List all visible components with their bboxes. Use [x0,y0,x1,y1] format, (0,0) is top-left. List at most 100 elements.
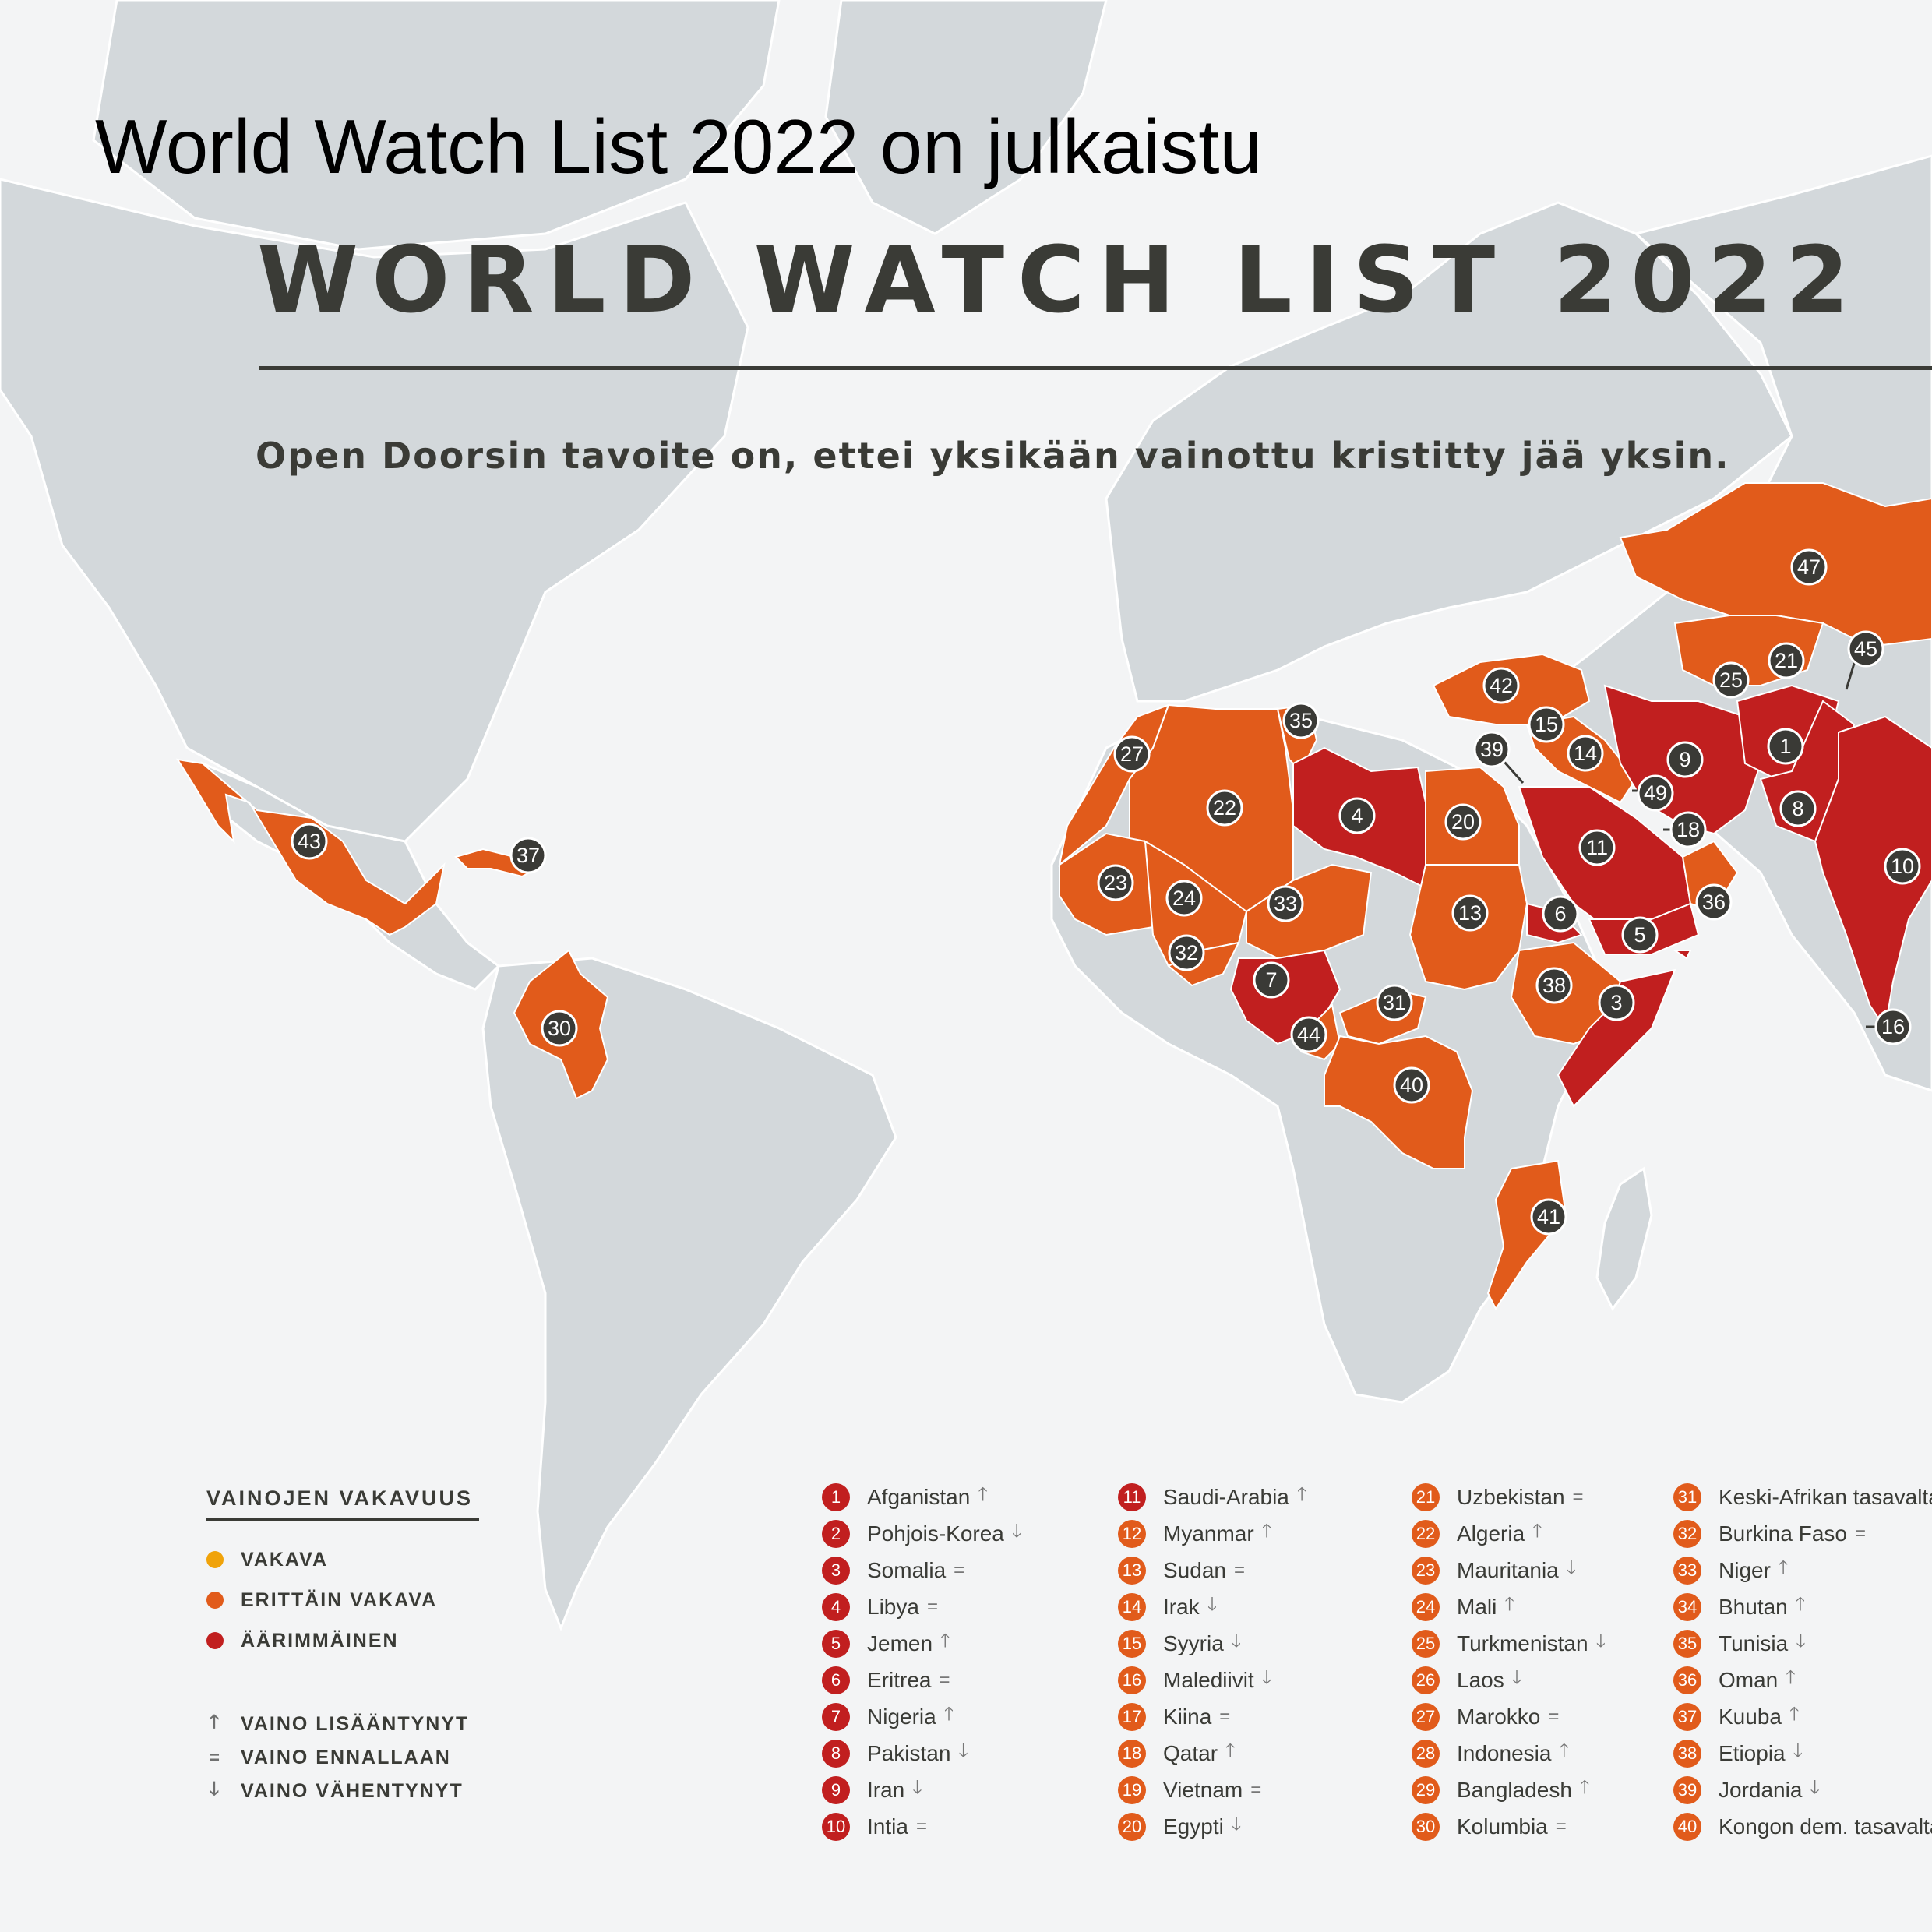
marker-40: 40 [1393,1066,1430,1104]
marker-39: 39 [1473,731,1511,768]
svg-text:11: 11 [1586,836,1608,859]
ranking-row: 15 Syyria 🡓 [1118,1625,1306,1662]
marker-42: 42 [1482,667,1520,704]
rank-badge: 30 [1412,1812,1440,1841]
trend-icon: 🡓 [1261,1667,1272,1688]
trend-icon: 🡑 [1504,1594,1514,1615]
marker-5: 5 [1621,916,1659,954]
svg-text:7: 7 [1265,968,1277,992]
trend-icon: = [915,1815,927,1837]
country-markers: 1 3 4 5 6 7 8 9 10 11 13 14 15 16 18 20 … [291,548,1921,1236]
ranking-row: 21 Uzbekistan = [1412,1479,1606,1515]
trend-legend: 🡑 VAINO LISÄÄNTYNYT = VAINO ENNALLAAN 🡓 … [206,1708,518,1808]
marker-11: 11 [1578,829,1616,866]
svg-text:37: 37 [516,844,540,867]
country-name: Kuuba [1719,1704,1782,1729]
marker-35: 35 [1282,702,1320,739]
ranking-row: 39 Jordania 🡓 [1673,1772,1932,1808]
svg-text:44: 44 [1297,1023,1320,1046]
ranking-row: 22 Algeria 🡑 [1412,1515,1606,1552]
ranking-row: 37 Kuuba 🡑 [1673,1698,1932,1735]
svg-text:20: 20 [1451,810,1475,834]
marker-36: 36 [1695,883,1733,921]
ranking-row: 23 Mauritania 🡓 [1412,1552,1606,1588]
legend-label: VAINO ENNALLAAN [241,1747,451,1768]
country-niger [1246,863,1373,960]
rank-badge: 6 [822,1666,850,1694]
trend-icon: 🡓 [1793,1740,1803,1761]
ranking-row: 36 Oman 🡑 [1673,1662,1932,1698]
rank-badge: 13 [1118,1556,1146,1585]
trend-icon: 🡑 [978,1484,988,1505]
land-europe [1105,201,1793,703]
trend-icon: 🡓 [1231,1814,1242,1835]
country-name: Libya [867,1594,919,1619]
trend-icon: 🡓 [1011,1521,1022,1542]
country-name: Sudan [1163,1557,1226,1582]
legend-label: ERITTÄIN VAKAVA [241,1588,438,1611]
rank-badge: 21 [1412,1482,1440,1511]
rank-badge: 2 [822,1519,850,1548]
rank-badge: 36 [1673,1666,1701,1694]
ranking-row: 7 Nigeria 🡑 [822,1698,1021,1735]
ranking-row: 38 Etiopia 🡓 [1673,1735,1932,1772]
legend-dot-erittain-vakava [206,1592,224,1609]
svg-text:10: 10 [1891,855,1914,878]
country-kazakhstan [1619,482,1932,648]
country-name: Mali [1457,1594,1497,1619]
trend-icon: 🡓 [1595,1631,1606,1652]
severity-legend: VAINOJEN VAKAVUUS VAKAVA ERITTÄIN VAKAVA… [206,1486,518,1808]
ranking-row: 30 Kolumbia = [1412,1808,1606,1845]
marker-43: 43 [291,823,328,860]
land-madagascar [1595,1166,1653,1311]
trend-icon: 🡓 [1207,1594,1218,1615]
trend-icon: 🡓 [1511,1667,1522,1688]
marker-20: 20 [1444,803,1482,841]
marker-10: 10 [1884,848,1921,885]
marker-15: 15 [1528,706,1565,743]
trend-icon: = [1854,1522,1866,1544]
marker-1: 1 [1767,728,1804,765]
country-name: Indonesia [1457,1740,1552,1765]
trend-icon: 🡑 [940,1631,950,1652]
country-name: Kiina [1163,1704,1212,1729]
trend-icon: 🡓 [1810,1777,1820,1798]
svg-text:21: 21 [1775,649,1798,672]
ranking-row: 32 Burkina Faso = [1673,1515,1932,1552]
equals-icon: = [208,1747,221,1768]
ranking-row: 5 Jemen 🡑 [822,1625,1021,1662]
rank-badge: 22 [1412,1519,1440,1548]
rank-badge: 25 [1412,1629,1440,1658]
ranking-row: 4 Libya = [822,1588,1021,1625]
trend-icon: 🡓 [1796,1631,1806,1652]
svg-text:32: 32 [1175,941,1198,964]
svg-text:4: 4 [1351,804,1363,827]
svg-text:16: 16 [1881,1015,1905,1038]
marker-49: 49 [1637,774,1674,812]
marker-8: 8 [1779,790,1817,827]
country-name: Tunisia [1719,1631,1789,1655]
rank-badge: 38 [1673,1739,1701,1768]
ranking-row: 8 Pakistan 🡓 [822,1735,1021,1772]
legend-trend-down: 🡓 VAINO VÄHENTYNYT [206,1775,518,1808]
svg-text:36: 36 [1702,890,1726,914]
persecution-countries [175,482,1932,1310]
marker-33: 33 [1267,885,1304,922]
rank-badge: 37 [1673,1702,1701,1731]
land-north-america [0,178,749,843]
country-red-sea-small [1672,950,1692,960]
trend-icon: = [1555,1815,1567,1837]
ranking-row: 16 Malediivit 🡓 [1118,1662,1306,1698]
marker-4: 4 [1338,797,1376,834]
svg-text:18: 18 [1676,818,1700,841]
country-name: Qatar [1163,1740,1218,1765]
country-name: Pakistan [867,1740,951,1765]
trend-icon: 🡑 [1261,1521,1272,1542]
country-mozambique [1486,1159,1567,1310]
legend-dot-aarimmainen [206,1632,224,1649]
marker-45: 45 [1847,630,1884,668]
svg-text:3: 3 [1610,991,1622,1014]
trend-icon: = [1233,1559,1245,1581]
rank-badge: 3 [822,1556,850,1585]
country-name: Eritrea [867,1667,932,1692]
